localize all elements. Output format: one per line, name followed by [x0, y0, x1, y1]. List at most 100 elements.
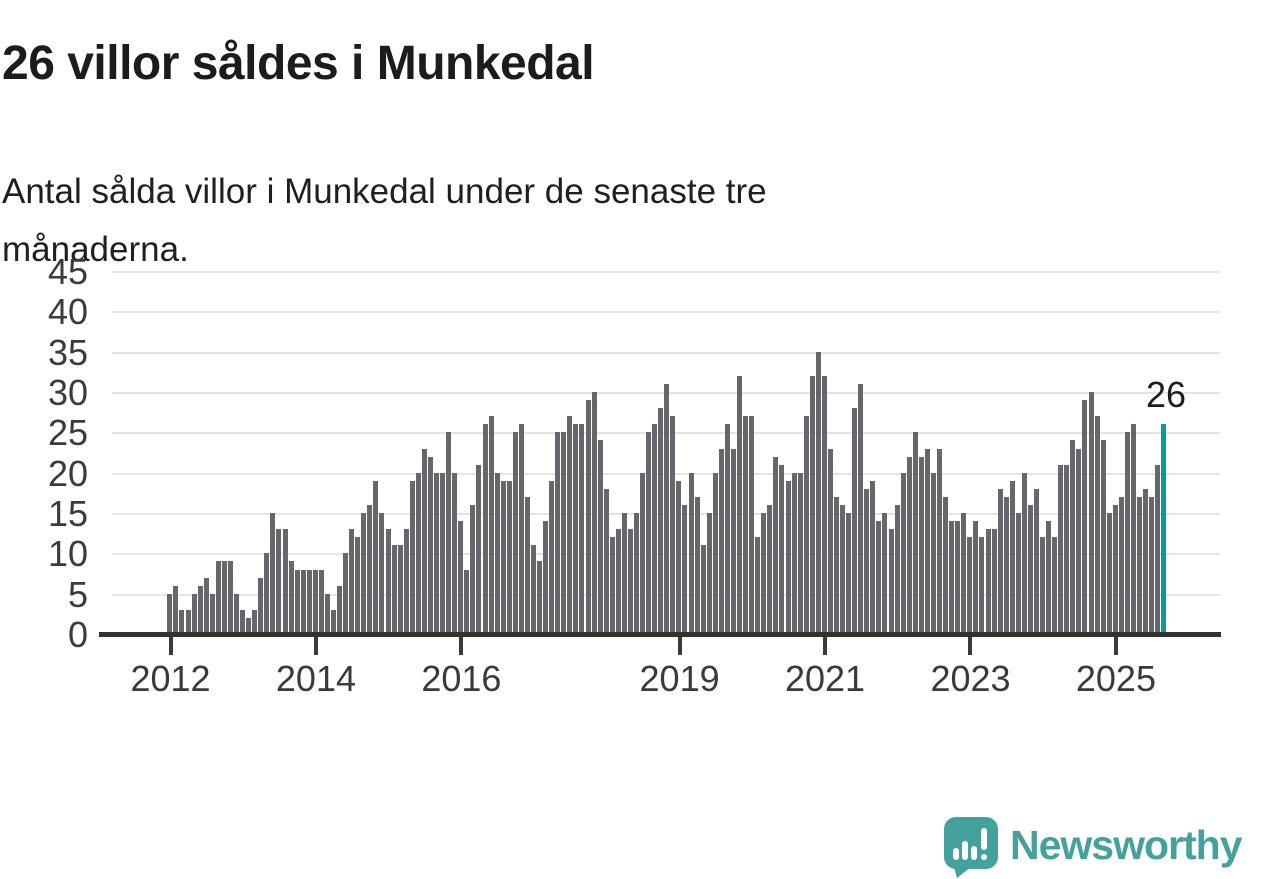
- x-axis-tick: [168, 637, 173, 655]
- bar: [955, 521, 961, 634]
- bar: [1058, 464, 1064, 634]
- brand-name: Newsworthy: [1010, 822, 1242, 868]
- bar: [409, 480, 415, 634]
- bar: [815, 351, 821, 634]
- y-axis-label: 20: [47, 452, 88, 494]
- y-axis-label: 15: [47, 493, 88, 534]
- bar: [361, 513, 367, 634]
- bar: [1094, 416, 1100, 634]
- bar: [543, 521, 549, 634]
- bar: [330, 609, 336, 634]
- bar: [440, 472, 445, 634]
- bar: [1015, 513, 1021, 634]
- x-axis-tick: [823, 637, 828, 655]
- y-axis-label: 10: [47, 533, 88, 575]
- bar: [549, 480, 555, 634]
- bar: [306, 569, 312, 634]
- bar: [615, 529, 621, 634]
- bar: [930, 472, 936, 634]
- bar: [646, 432, 652, 634]
- bar: [567, 416, 573, 634]
- bar: [937, 448, 942, 634]
- bar: [1076, 448, 1082, 634]
- bar: [603, 488, 609, 634]
- bar: [779, 464, 785, 634]
- bar: [864, 488, 870, 634]
- bar: [246, 617, 252, 634]
- bar: [518, 424, 524, 634]
- bar: [670, 416, 676, 634]
- bar: [288, 561, 294, 634]
- bar: [537, 561, 542, 634]
- bar: [706, 513, 712, 634]
- bar: [585, 400, 591, 634]
- bar: [391, 545, 397, 634]
- x-axis-line: [99, 632, 1221, 637]
- bar: [852, 408, 858, 634]
- bar: [1027, 504, 1033, 634]
- bar: [840, 504, 845, 634]
- bar: [1155, 464, 1161, 634]
- bar: [367, 504, 373, 634]
- bar: [512, 432, 518, 634]
- bar: [621, 513, 627, 634]
- y-axis-label: 35: [47, 331, 88, 373]
- bar: [1070, 440, 1076, 634]
- bar: [227, 561, 233, 634]
- bar: [379, 513, 385, 634]
- bar: [785, 480, 791, 634]
- x-axis-label: 2012: [130, 658, 211, 699]
- bar: [991, 529, 997, 634]
- y-axis-label: 30: [47, 372, 88, 413]
- bar: [730, 448, 736, 634]
- bar: [1009, 480, 1015, 634]
- bar: [761, 513, 767, 634]
- bar: [494, 472, 500, 634]
- bar: [221, 561, 227, 634]
- bar: [561, 432, 567, 634]
- bar: [324, 593, 330, 634]
- bar: [312, 569, 318, 634]
- bar: [458, 521, 464, 634]
- bar: [1100, 440, 1106, 634]
- bar: [979, 537, 985, 634]
- bar: [421, 448, 427, 634]
- bar: [688, 472, 694, 634]
- x-axis-label: 2016: [421, 658, 502, 699]
- bar: [797, 472, 803, 634]
- bar: [415, 472, 421, 634]
- bar: [834, 496, 839, 634]
- bar: [749, 416, 755, 634]
- bar: [573, 424, 579, 634]
- bar: [1124, 432, 1130, 634]
- bar: [900, 472, 906, 634]
- gridline: [112, 311, 1220, 314]
- bar: [282, 529, 288, 634]
- bar: [1149, 496, 1155, 634]
- bar: [173, 585, 179, 634]
- bar: [167, 593, 173, 634]
- x-axis-tick: [677, 637, 682, 655]
- bar: [403, 529, 409, 634]
- bar: [791, 472, 797, 634]
- bar: [712, 472, 718, 634]
- bar: [264, 553, 270, 634]
- bar: [809, 375, 815, 634]
- x-axis-tick: [968, 637, 973, 655]
- bar: [640, 472, 645, 634]
- bar: [924, 448, 930, 634]
- bar: [524, 496, 530, 634]
- newsworthy-logo: Newsworthy: [944, 814, 1256, 878]
- bar: [470, 504, 476, 634]
- bar: [967, 537, 973, 634]
- bar: [270, 513, 276, 634]
- bar: [973, 521, 979, 634]
- bar: [276, 529, 282, 634]
- bar: [179, 609, 185, 634]
- bar: [870, 480, 876, 634]
- bar: [652, 424, 658, 634]
- bar: [500, 480, 506, 634]
- bar: [488, 416, 494, 634]
- chart-subtitle: Antal sålda villor i Munkedal under de s…: [2, 172, 767, 269]
- bar: [1118, 496, 1124, 634]
